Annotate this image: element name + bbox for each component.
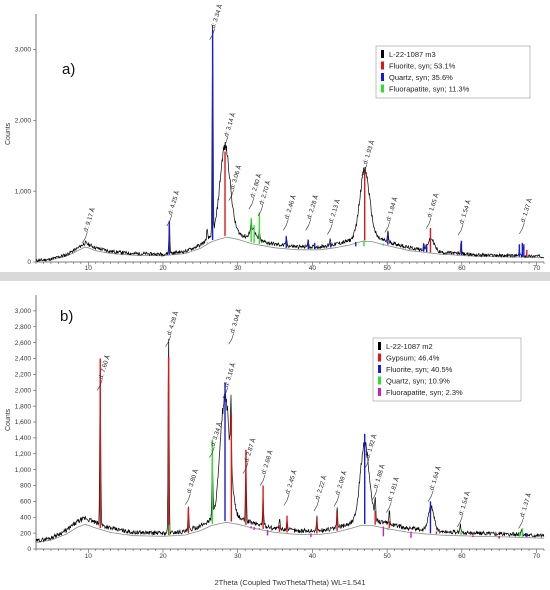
legend-swatch — [378, 376, 381, 385]
xrd-chart-a: a) Counts 0 1,000 2,000 3,000 10 20 30 40 50 60 70… — [0, 0, 550, 272]
y-tick-label: 0 — [27, 546, 31, 553]
d-label-leader — [305, 219, 311, 231]
x-tick-label: 60 — [458, 553, 466, 560]
y-tick-label: 800 — [20, 483, 31, 490]
legend-swatch — [381, 50, 384, 58]
y-tick-label: 400 — [20, 514, 31, 521]
x-tick-label: 40 — [309, 553, 317, 560]
d-label-leader — [457, 515, 463, 527]
legend-entry: Fluorite, syn; 53.1% — [389, 62, 456, 71]
d-label-leader — [518, 517, 524, 529]
y-tick-label: 200 — [20, 530, 31, 537]
x-tick-label: 10 — [85, 553, 93, 560]
legend-entry: Quartz, syn; 35.6% — [389, 73, 453, 82]
legend-swatch — [381, 73, 384, 81]
d-label-leader — [386, 501, 392, 513]
d-label-leader — [283, 219, 289, 231]
legend-swatch — [378, 365, 381, 373]
legend-swatch — [378, 342, 381, 350]
panel-label-a: a) — [62, 61, 75, 78]
d-label-leader — [166, 214, 173, 227]
x-tick-label: 50 — [384, 553, 392, 560]
y-tick-label: 2,600 — [15, 340, 32, 347]
panel-divider — [0, 272, 550, 281]
legend-entry: Gypsum; 46.4% — [386, 354, 440, 363]
x-tick-label: 50 — [384, 265, 392, 272]
d-label-leader — [248, 197, 255, 210]
d-label-leader — [222, 387, 229, 399]
y-tick-label: 1,200 — [15, 451, 32, 458]
legend-box — [372, 337, 522, 402]
y-tick-label: 1,600 — [15, 419, 32, 426]
y-tick-label: 2,000 — [15, 117, 32, 124]
d-label-leader — [209, 446, 215, 458]
d-label-leader — [222, 137, 229, 149]
y-tick-label: 600 — [20, 499, 31, 506]
legend-swatch — [381, 61, 384, 70]
d-label-leader — [82, 231, 88, 244]
y-axis-label-a: Counts — [5, 122, 12, 145]
d-label-leader — [242, 462, 249, 474]
y-tick-label: 3,000 — [15, 308, 32, 315]
background-curve — [35, 521, 545, 543]
x-tick-label: 20 — [159, 265, 167, 272]
d-label-leader — [519, 222, 525, 235]
y-tick-label: 2,200 — [15, 372, 32, 379]
panel-label-b: b) — [60, 308, 73, 325]
d-label-leader — [165, 335, 171, 347]
x-tick-label: 10 — [85, 265, 93, 272]
legend-entry: Fluorapatite, syn; 11.3% — [389, 85, 470, 94]
x-tick-label: 30 — [234, 553, 242, 560]
y-axis-label-b: Counts — [5, 408, 12, 431]
y-tick-label: 1,400 — [15, 435, 32, 442]
x-axis-label: 2Theta (Coupled TwoTheta/Theta) WL=1.541 — [215, 578, 366, 587]
y-tick-label: 1,000 — [15, 467, 32, 474]
d-label-leader — [259, 474, 266, 486]
d-label-leader — [425, 217, 432, 230]
x-tick-label: 70 — [533, 553, 541, 560]
d-label-leader — [457, 224, 464, 236]
legend-box — [375, 45, 531, 99]
y-tick-label: 1,800 — [15, 403, 32, 410]
legend-entry: Fluorite, syn; 40.5% — [386, 365, 453, 374]
d-label-leader — [427, 490, 434, 502]
d-label-leader — [96, 379, 103, 391]
legend-entry: Fluorapatite, syn; 2.3% — [386, 388, 463, 397]
y-tick-label: 1,000 — [15, 188, 32, 195]
background-curve — [35, 236, 545, 262]
x-tick-label: 20 — [159, 553, 167, 560]
d-label-leader — [384, 221, 391, 233]
d-label-leader — [283, 494, 290, 506]
d-label-leader — [257, 205, 264, 217]
x-tick-label: 60 — [458, 265, 466, 272]
legend-entry: L-22-1087 m2 — [386, 342, 433, 351]
d-label-leader — [228, 189, 235, 201]
y-tick-label: 2,000 — [15, 387, 32, 394]
d-label-leader — [363, 458, 370, 470]
d-label-leader — [313, 499, 320, 512]
y-tick-label: 2,400 — [15, 356, 32, 363]
x-tick-label: 30 — [234, 265, 242, 272]
y-tick-label: 3,000 — [15, 47, 32, 54]
legend-entry: L-22-1087 m3 — [389, 50, 436, 59]
legend-swatch — [378, 353, 381, 362]
xrd-chart-b: b) Counts 2Theta (Coupled TwoTheta/Theta… — [0, 281, 550, 590]
d-label-leader — [228, 333, 235, 345]
legend-swatch — [381, 84, 384, 93]
legend-swatch — [378, 388, 381, 396]
d-label-leader — [185, 493, 191, 505]
d-label-leader — [333, 495, 340, 507]
d-label-leader — [327, 223, 333, 235]
measured-pattern — [35, 338, 545, 543]
x-tick-label: 40 — [309, 265, 317, 272]
d-label-leader — [209, 28, 215, 40]
d-label-leader — [361, 164, 367, 176]
legend-entry: Quartz, syn; 10.9% — [386, 377, 450, 386]
x-tick-label: 70 — [533, 265, 541, 272]
d-label-leader — [371, 488, 378, 501]
y-tick-label: 0 — [27, 259, 31, 266]
measured-pattern — [35, 25, 544, 263]
y-tick-label: 2,800 — [15, 324, 32, 331]
